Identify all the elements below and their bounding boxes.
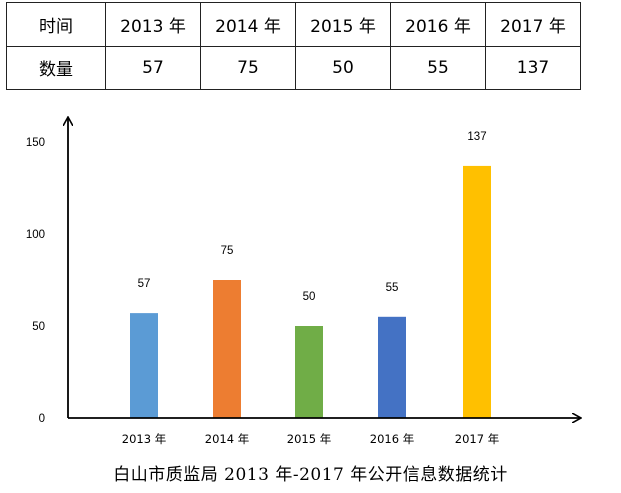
table-cell-count: 50 — [295, 45, 391, 90]
bar — [463, 165, 491, 418]
data-label: 57 — [138, 278, 151, 290]
data-table: 时间 2013 年 2014 年 2015 年 2016 年 2017 年 数量… — [6, 2, 581, 90]
x-tick-label: 2016 年 — [370, 432, 414, 446]
table-cell-count: 55 — [390, 45, 486, 90]
y-tick-label: 150 — [26, 137, 45, 149]
table-header-time: 时间 — [6, 2, 106, 47]
chart-title: 白山市质监局 2013 年-2017 年公开信息数据统计 — [113, 465, 508, 485]
data-label: 137 — [467, 131, 486, 143]
table-header-count: 数量 — [6, 45, 106, 90]
table-row-count: 数量 57 75 50 55 137 — [6, 45, 581, 90]
table-cell-count: 75 — [200, 45, 296, 90]
data-label: 55 — [386, 282, 399, 294]
x-tick-label: 2014 年 — [205, 432, 249, 446]
bar — [213, 280, 241, 418]
y-tick-label: 100 — [26, 229, 45, 241]
x-tick-label: 2013 年 — [122, 432, 166, 446]
table-cell-year: 2017 年 — [485, 2, 581, 47]
table-cell-count: 57 — [105, 45, 201, 90]
table-cell-count: 137 — [485, 45, 581, 90]
bar — [295, 326, 323, 418]
data-label: 50 — [303, 291, 316, 303]
data-label: 75 — [221, 245, 234, 257]
table-cell-year: 2013 年 — [105, 2, 201, 47]
bar — [130, 313, 158, 418]
y-tick-label: 50 — [32, 321, 45, 333]
x-tick-label: 2015 年 — [287, 432, 331, 446]
table-row-year: 时间 2013 年 2014 年 2015 年 2016 年 2017 年 — [6, 2, 581, 47]
table-cell-year: 2015 年 — [295, 2, 391, 47]
bar — [378, 316, 406, 418]
y-tick-label: 0 — [39, 413, 45, 425]
x-tick-label: 2017 年 — [455, 432, 499, 446]
